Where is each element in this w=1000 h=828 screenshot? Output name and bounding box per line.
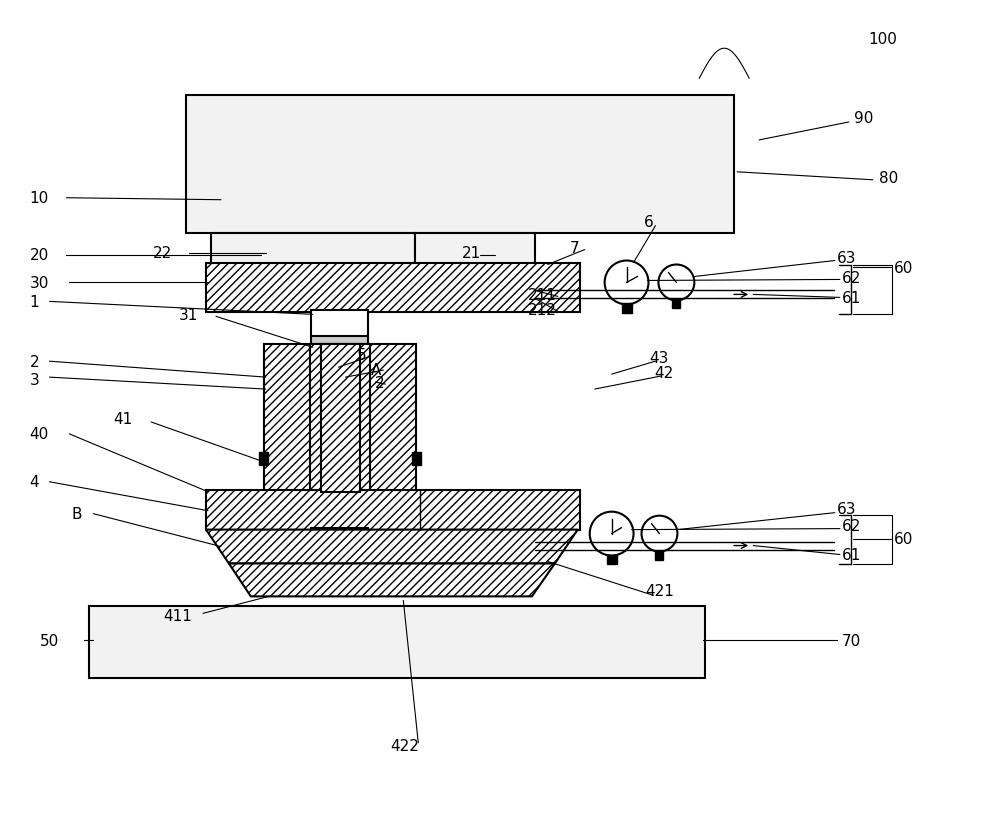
Text: 422: 422 bbox=[390, 739, 419, 753]
Bar bbox=[259, 452, 268, 465]
Text: 5: 5 bbox=[356, 347, 366, 363]
Bar bbox=[264, 344, 312, 492]
Polygon shape bbox=[206, 530, 578, 564]
Bar bbox=[206, 263, 580, 313]
Text: 2: 2 bbox=[30, 354, 39, 369]
Text: 100: 100 bbox=[869, 31, 898, 46]
Text: 22: 22 bbox=[153, 246, 172, 261]
Text: 20: 20 bbox=[30, 248, 49, 262]
Text: 6: 6 bbox=[644, 215, 653, 230]
Text: A: A bbox=[370, 362, 381, 378]
Text: 70: 70 bbox=[842, 633, 861, 648]
Bar bbox=[310, 344, 370, 492]
Text: 212: 212 bbox=[528, 302, 557, 317]
Text: 63: 63 bbox=[837, 502, 856, 517]
Text: 41: 41 bbox=[113, 412, 133, 427]
Text: 60: 60 bbox=[894, 261, 913, 276]
Text: 61: 61 bbox=[842, 291, 861, 306]
Bar bbox=[321, 344, 360, 492]
Text: 7: 7 bbox=[570, 241, 579, 256]
Text: 3: 3 bbox=[30, 372, 39, 388]
Text: 10: 10 bbox=[30, 191, 49, 206]
Text: 30: 30 bbox=[30, 276, 49, 291]
Text: 2: 2 bbox=[374, 375, 384, 390]
Text: 50: 50 bbox=[40, 633, 59, 648]
Text: 40: 40 bbox=[30, 427, 49, 442]
Text: 4: 4 bbox=[30, 474, 39, 489]
Text: 60: 60 bbox=[894, 532, 913, 546]
Text: 1: 1 bbox=[30, 295, 39, 310]
Bar bbox=[672, 300, 680, 309]
Text: 43: 43 bbox=[649, 350, 669, 365]
Bar bbox=[186, 96, 734, 233]
Text: 421: 421 bbox=[646, 583, 674, 598]
Text: 61: 61 bbox=[842, 547, 861, 562]
Bar bbox=[211, 233, 415, 265]
Bar bbox=[321, 344, 360, 492]
Bar bbox=[206, 490, 580, 530]
Text: 63: 63 bbox=[837, 251, 856, 266]
Polygon shape bbox=[229, 564, 555, 597]
Text: B: B bbox=[71, 507, 82, 522]
Bar bbox=[368, 344, 416, 492]
Text: 211: 211 bbox=[528, 287, 557, 302]
Bar bbox=[311, 528, 368, 538]
Text: 90: 90 bbox=[854, 111, 873, 127]
Text: 31: 31 bbox=[179, 307, 198, 322]
Bar bbox=[412, 452, 421, 465]
Text: 62: 62 bbox=[842, 271, 861, 286]
Bar bbox=[622, 304, 632, 314]
Bar bbox=[89, 607, 705, 678]
Text: 21: 21 bbox=[462, 246, 481, 261]
Bar bbox=[311, 337, 368, 344]
Text: 42: 42 bbox=[654, 365, 674, 380]
Bar bbox=[655, 551, 663, 560]
Text: 411: 411 bbox=[163, 608, 192, 623]
Bar bbox=[415, 233, 535, 265]
Bar bbox=[607, 555, 617, 565]
Bar bbox=[311, 311, 368, 339]
Text: 62: 62 bbox=[842, 518, 861, 533]
Text: 80: 80 bbox=[879, 171, 898, 186]
